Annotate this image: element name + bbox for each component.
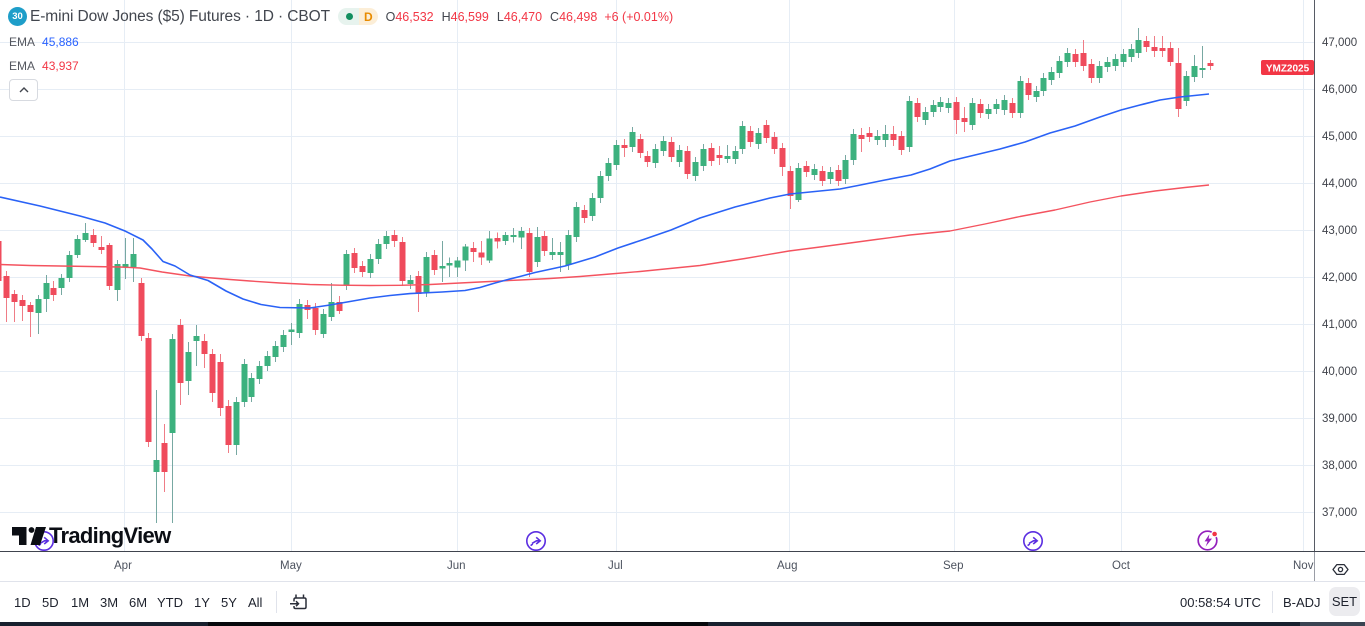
svg-text:39,000: 39,000 — [1322, 413, 1357, 425]
svg-text:41,000: 41,000 — [1322, 319, 1357, 331]
svg-text:46,000: 46,000 — [1322, 84, 1357, 96]
svg-text:43,000: 43,000 — [1322, 225, 1357, 237]
svg-text:37,000: 37,000 — [1322, 507, 1357, 519]
svg-text:44,000: 44,000 — [1322, 178, 1357, 190]
svg-text:42,000: 42,000 — [1322, 272, 1357, 284]
svg-text:47,000: 47,000 — [1322, 37, 1357, 49]
svg-text:YMZ2025: YMZ2025 — [1266, 64, 1310, 75]
svg-text:45,000: 45,000 — [1322, 131, 1357, 143]
svg-text:40,000: 40,000 — [1322, 366, 1357, 378]
svg-text:38,000: 38,000 — [1322, 460, 1357, 472]
